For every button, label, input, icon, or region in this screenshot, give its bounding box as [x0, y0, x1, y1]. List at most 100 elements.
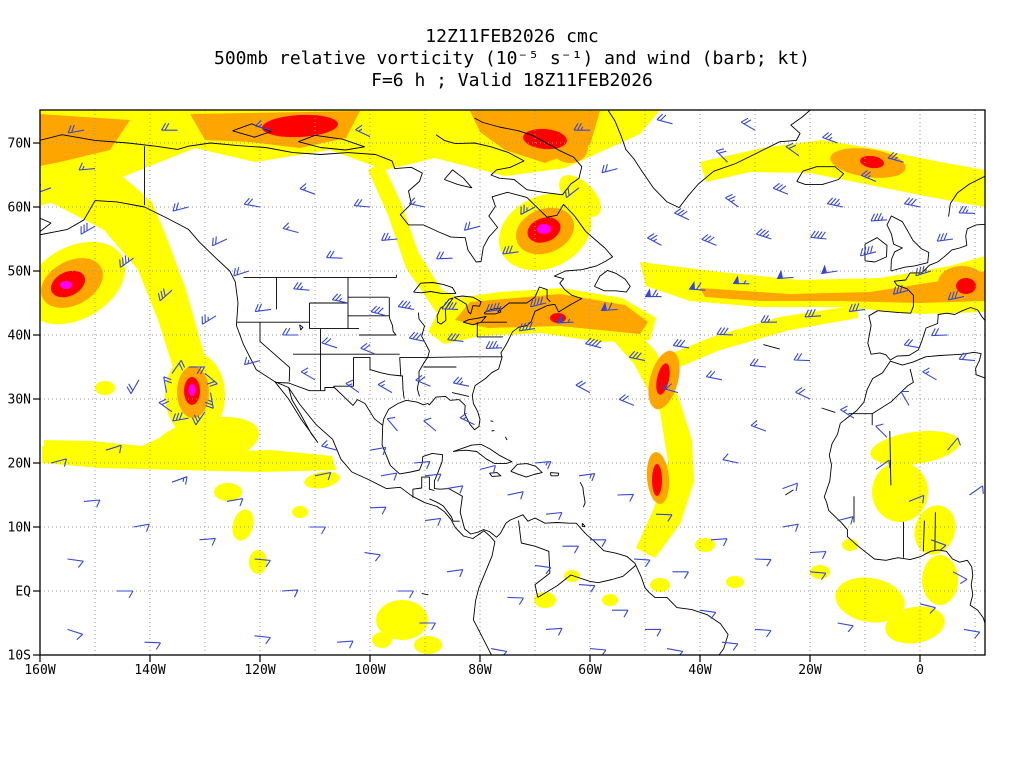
wind-barb [485, 340, 503, 349]
wind-barb [463, 221, 481, 231]
y-axis-label: EQ [15, 585, 31, 600]
coastline-path [259, 322, 291, 382]
wind-barb [931, 328, 948, 337]
title-valid: F=6 h ; Valid 18Z11FEB2026 [371, 70, 653, 91]
coastline-path [886, 215, 930, 272]
vorticity-contour [922, 555, 958, 605]
wind-barb [722, 453, 739, 464]
wind-barb [903, 338, 921, 349]
vorticity-contour [956, 278, 976, 294]
coastline-path [489, 472, 502, 477]
coastline-path [549, 472, 560, 477]
wind-barb [452, 376, 470, 387]
coastline-path [937, 223, 985, 263]
wind-barb [534, 564, 552, 575]
vorticity-shading [40, 110, 985, 654]
wind-barb [386, 416, 398, 432]
wind-barb [716, 327, 734, 336]
wind-barb-pennant [644, 288, 652, 298]
wind-barb [331, 293, 349, 304]
wind-barb [887, 152, 904, 163]
wind-barb [963, 628, 981, 639]
wind-barb [810, 230, 827, 240]
wind-barb [441, 301, 459, 310]
wind-barb [447, 332, 464, 342]
vorticity-contour [455, 294, 648, 334]
wind-barb [772, 182, 789, 195]
wind-barb [502, 245, 519, 255]
wind-barb [900, 390, 910, 406]
wind-barb [782, 482, 799, 492]
wind-barb [243, 356, 261, 366]
wind-barb [133, 523, 150, 532]
wind-barb [126, 379, 140, 394]
coastline-path [243, 274, 397, 278]
wind-barb [345, 379, 360, 394]
wind-barb [705, 370, 723, 381]
vorticity-contour [810, 565, 830, 579]
vorticity-contour [95, 381, 115, 395]
wind-barb [952, 571, 968, 585]
wind-barb [419, 622, 436, 631]
wind-barb [612, 609, 629, 618]
coastline-path [40, 134, 729, 655]
wind-barb [211, 236, 228, 247]
coastline-path [416, 312, 430, 397]
wind-barb [446, 485, 464, 494]
wind-barb [381, 232, 398, 241]
y-axis-label: 40N [8, 329, 31, 344]
wind-barb [415, 374, 431, 387]
coastline-path [429, 498, 460, 522]
wind-barb [947, 290, 965, 301]
wind-barb [436, 251, 453, 260]
x-axis-label: 160W [24, 663, 55, 678]
coastline-path [579, 481, 586, 508]
vorticity-contour [537, 224, 551, 234]
wind-barb [710, 538, 728, 547]
vorticity-contour [700, 140, 985, 207]
coastline-path [452, 443, 513, 465]
wind-barb [336, 640, 354, 649]
wind-barb [755, 228, 772, 240]
wind-barb [157, 288, 173, 302]
y-axis-label: 20N [8, 457, 31, 472]
coastline-path [412, 476, 435, 498]
wind-barb [300, 367, 316, 381]
wind-barb [892, 284, 910, 295]
wind-barb [590, 539, 607, 547]
wind-barb [360, 342, 376, 355]
coastline-path [763, 344, 780, 350]
coastline-path [821, 407, 836, 413]
x-axis-label: 100W [354, 663, 385, 678]
coastline-path [491, 429, 495, 432]
vorticity-contour [726, 576, 744, 588]
coastline-path [413, 282, 457, 294]
vorticity-contour [188, 384, 196, 396]
coastline-path [399, 357, 402, 377]
coastline-path [474, 117, 583, 196]
wind-barb [158, 398, 173, 413]
wind-barb [655, 513, 673, 522]
wind-barb [674, 207, 690, 221]
wind-barb [299, 183, 316, 195]
wind-barb [947, 437, 962, 451]
wind-barb-pennant [556, 314, 564, 324]
vorticity-contour [376, 600, 428, 640]
wind-barb [915, 265, 932, 277]
wind-barb [67, 124, 85, 134]
vorticity-contour [414, 636, 442, 654]
coastline-path [333, 387, 383, 426]
wind-barb [930, 539, 947, 551]
latlon-grid [40, 110, 985, 655]
y-axis-label: 10S [8, 649, 31, 664]
x-axis-label: 120W [244, 663, 275, 678]
vorticity-contour [695, 538, 715, 552]
wind-barb [529, 296, 547, 308]
wind-barb [725, 193, 739, 208]
coastline-path [443, 169, 473, 189]
wind-barb [243, 197, 261, 208]
wind-barb [364, 552, 381, 562]
wind-barb [117, 590, 134, 599]
